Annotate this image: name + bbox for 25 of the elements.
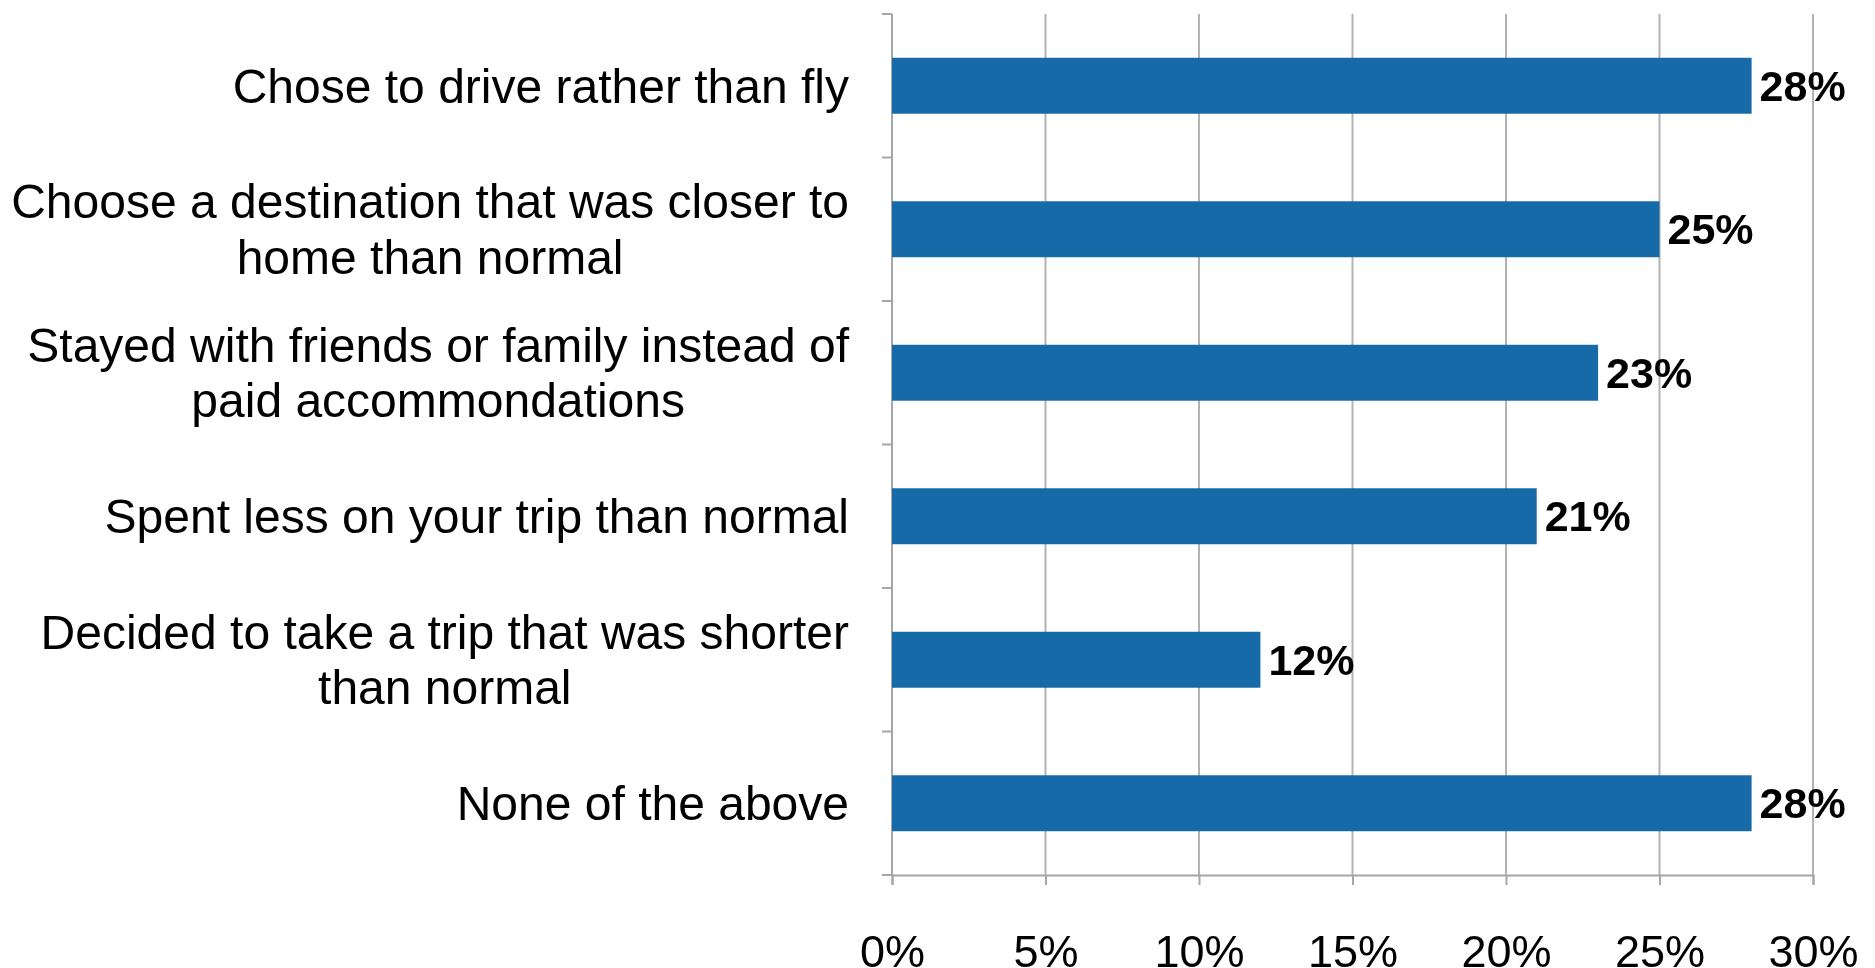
- data-label: 12%: [1268, 635, 1355, 684]
- y-tick-label: None of the above: [456, 777, 849, 831]
- x-tick-label: 0%: [859, 925, 926, 968]
- bar: [892, 57, 1752, 114]
- bar: [892, 775, 1752, 832]
- data-label: 25%: [1667, 205, 1754, 254]
- data-label: 23%: [1606, 348, 1693, 397]
- x-tick-label: 10%: [1154, 925, 1245, 968]
- data-label: 21%: [1544, 492, 1631, 541]
- bar: [892, 201, 1660, 258]
- bar: [892, 488, 1537, 545]
- y-tick-label: Chose to drive rather than fly: [232, 59, 849, 113]
- y-tick-label: Stayed with friends or family instead of paid accommondations: [27, 318, 850, 428]
- y-tick-label: Decided to take a trip that was shorter than normal: [40, 605, 850, 715]
- x-tick-label: 5%: [1013, 925, 1079, 968]
- y-tick-label: Spent less on your trip than normal: [104, 490, 849, 544]
- x-tick-label: 30%: [1768, 925, 1859, 968]
- bar: [892, 631, 1261, 688]
- x-tick-label: 15%: [1307, 925, 1399, 968]
- y-tick-label: Choose a destination that was closer to home than normal: [11, 175, 849, 284]
- data-label: 28%: [1759, 779, 1846, 828]
- x-tick-label: 20%: [1461, 925, 1552, 968]
- data-label: 28%: [1759, 61, 1846, 110]
- bar: [892, 344, 1599, 401]
- x-tick-label: 25%: [1614, 925, 1706, 968]
